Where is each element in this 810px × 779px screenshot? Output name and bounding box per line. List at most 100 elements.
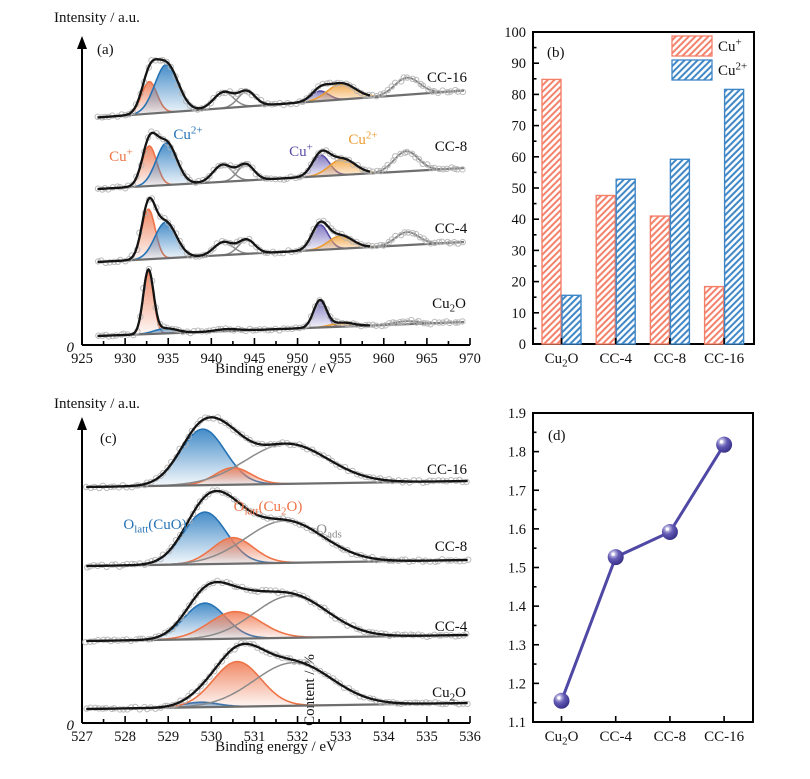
y-tick-label: 1.1 [508, 715, 526, 731]
y-tick-label: 1.4 [508, 599, 527, 615]
peak-fill-blue [120, 328, 211, 336]
sphere-highlight [611, 552, 615, 556]
origin-zero-label: 0 [67, 718, 75, 734]
x-category-label: CC-8 [654, 351, 687, 367]
panel-tag: (d) [548, 428, 566, 444]
x-tick-label: 533 [330, 729, 352, 745]
x-tick-label: 950 [287, 351, 309, 367]
series-label-cc-8: CC-8 [435, 539, 468, 555]
x-tick-label: 965 [416, 351, 438, 367]
x-category-label: CC-16 [704, 729, 745, 745]
series-label-cc-16: CC-16 [427, 462, 468, 478]
y-tick-label: 1.2 [508, 676, 526, 692]
x-category-label: CC-16 [704, 351, 745, 367]
panel-c-o1s-spectra: 527 528 529 530 531 532 533 534 535 536 Binding en… [54, 396, 481, 755]
y-tick-label: 70 [512, 119, 527, 135]
x-tick-label: 527 [71, 729, 93, 745]
y-tick-label: 1.5 [508, 561, 526, 577]
y-tick-label: 1.3 [508, 638, 526, 654]
peak-fill-cu_plus [121, 209, 176, 261]
x-axis-ticks [81, 338, 471, 345]
y-tick-label: 80 [512, 87, 527, 103]
y-tick-label: 10 [512, 306, 527, 322]
spectrum-cc-4 [82, 577, 470, 646]
bar-cu+-cu2o [541, 78, 562, 345]
series-label-cc-16: CC-16 [427, 70, 468, 86]
x-tick-label: 529 [157, 729, 179, 745]
peak-fill-blue [113, 429, 293, 487]
series-label-cc-4: CC-4 [435, 221, 468, 237]
y-tick-label: 90 [512, 56, 527, 72]
sphere-highlight [665, 527, 669, 531]
series-label-cu2o: Cu2O [432, 685, 466, 704]
origin-zero-label: 0 [67, 340, 75, 356]
series-label-cc-8: CC-8 [435, 139, 468, 155]
bar-cu+-cc-8 [649, 215, 671, 345]
fit-envelope [97, 196, 371, 264]
y-axis-title: Intensity / a.u. [54, 396, 140, 412]
x-category-label: CC-4 [599, 351, 632, 367]
x-tick-label: 945 [244, 351, 266, 367]
bar-cu2+-cc-16 [723, 88, 745, 345]
legend-swatch-cu2+ [671, 59, 713, 81]
annotation-cu2+: Cu2+ [348, 130, 377, 149]
fit-envelope [86, 416, 468, 489]
y-axis-arrow [77, 36, 87, 49]
y-tick-label: 0 [519, 337, 526, 353]
bar-cu+-cc-4 [595, 194, 616, 345]
y-tick-label: 1.8 [508, 445, 526, 461]
spectrum-cc-16 [83, 414, 470, 492]
x-axis-ticks [81, 716, 471, 723]
spectrum-cu2o [83, 639, 471, 713]
y-tick-label: 40 [512, 212, 527, 228]
annotation-olatt(cuo): Olatt(CuO) [123, 517, 186, 536]
panel-d-average-valence-plot: 1.11.21.31.41.51.61.71.81.9Average valan… [508, 406, 754, 748]
series-label-cu2o: Cu2O [432, 296, 466, 315]
annotation-oads: Oads [316, 522, 342, 541]
y-axis-arrow [77, 417, 87, 430]
x-tick-label: 940 [200, 351, 222, 367]
sphere-highlight [557, 696, 561, 700]
valence-line [560, 443, 726, 702]
y-tick-label: 60 [512, 150, 527, 166]
spectrum-cc-8 [84, 487, 472, 571]
fit-envelope [97, 267, 370, 338]
x-tick-label: 534 [373, 729, 396, 745]
peak-fill-blue [125, 143, 208, 188]
x-category-label: CC-8 [654, 729, 687, 745]
x-tick-label: 955 [330, 351, 352, 367]
x-axis-title: Binding energy / eV [215, 361, 337, 377]
panel-b-content-bar-chart: 0 10 20 30 40 50 60 70 80 90 100 Content / % (b) Cu2O… [302, 25, 755, 726]
bar-cu+-cc-16 [703, 285, 725, 345]
raw-data-points [83, 414, 470, 492]
legend-label-cu2+: Cu2+ [718, 61, 747, 80]
y-tick-label: 1.6 [508, 522, 526, 538]
y-axis-title: Intensity / a.u. [54, 10, 140, 26]
peak-fill-cu_plus [160, 467, 306, 486]
data-point-cu2o [553, 692, 570, 709]
panel-tag: (a) [97, 42, 114, 58]
panel-a-cu2p-spectra: 925 930 935 940 945 950 955 960 965 970 Binding en… [54, 10, 481, 377]
spectrum-cu2o [95, 265, 466, 340]
x-tick-label: 532 [287, 729, 309, 745]
peak-fill-cu_plus [150, 537, 316, 565]
annotation-olatt(cu2o): Olatt(Cu2O) [234, 499, 303, 518]
peak-fill-cu_plus [119, 146, 179, 188]
panel-tag: (b) [547, 45, 565, 61]
spectrum-cc-8 [94, 128, 466, 193]
x-category-label: Cu2O [545, 351, 579, 370]
peak-fill-yellow [286, 83, 397, 104]
peak-fill-yellow [292, 235, 389, 252]
y-tick-label: 100 [504, 25, 526, 41]
data-point-cc-16 [716, 436, 733, 453]
legend-label-cu+: Cu+ [718, 37, 742, 56]
fit-envelope [86, 642, 468, 711]
peak-fill-blue [119, 64, 214, 116]
peak-fill-purple [294, 300, 346, 329]
x-tick-label: 970 [459, 351, 481, 367]
annotation-cu2+: Cu2+ [173, 125, 202, 144]
fit-envelope [97, 131, 371, 191]
peak-fill-blue [122, 603, 288, 641]
